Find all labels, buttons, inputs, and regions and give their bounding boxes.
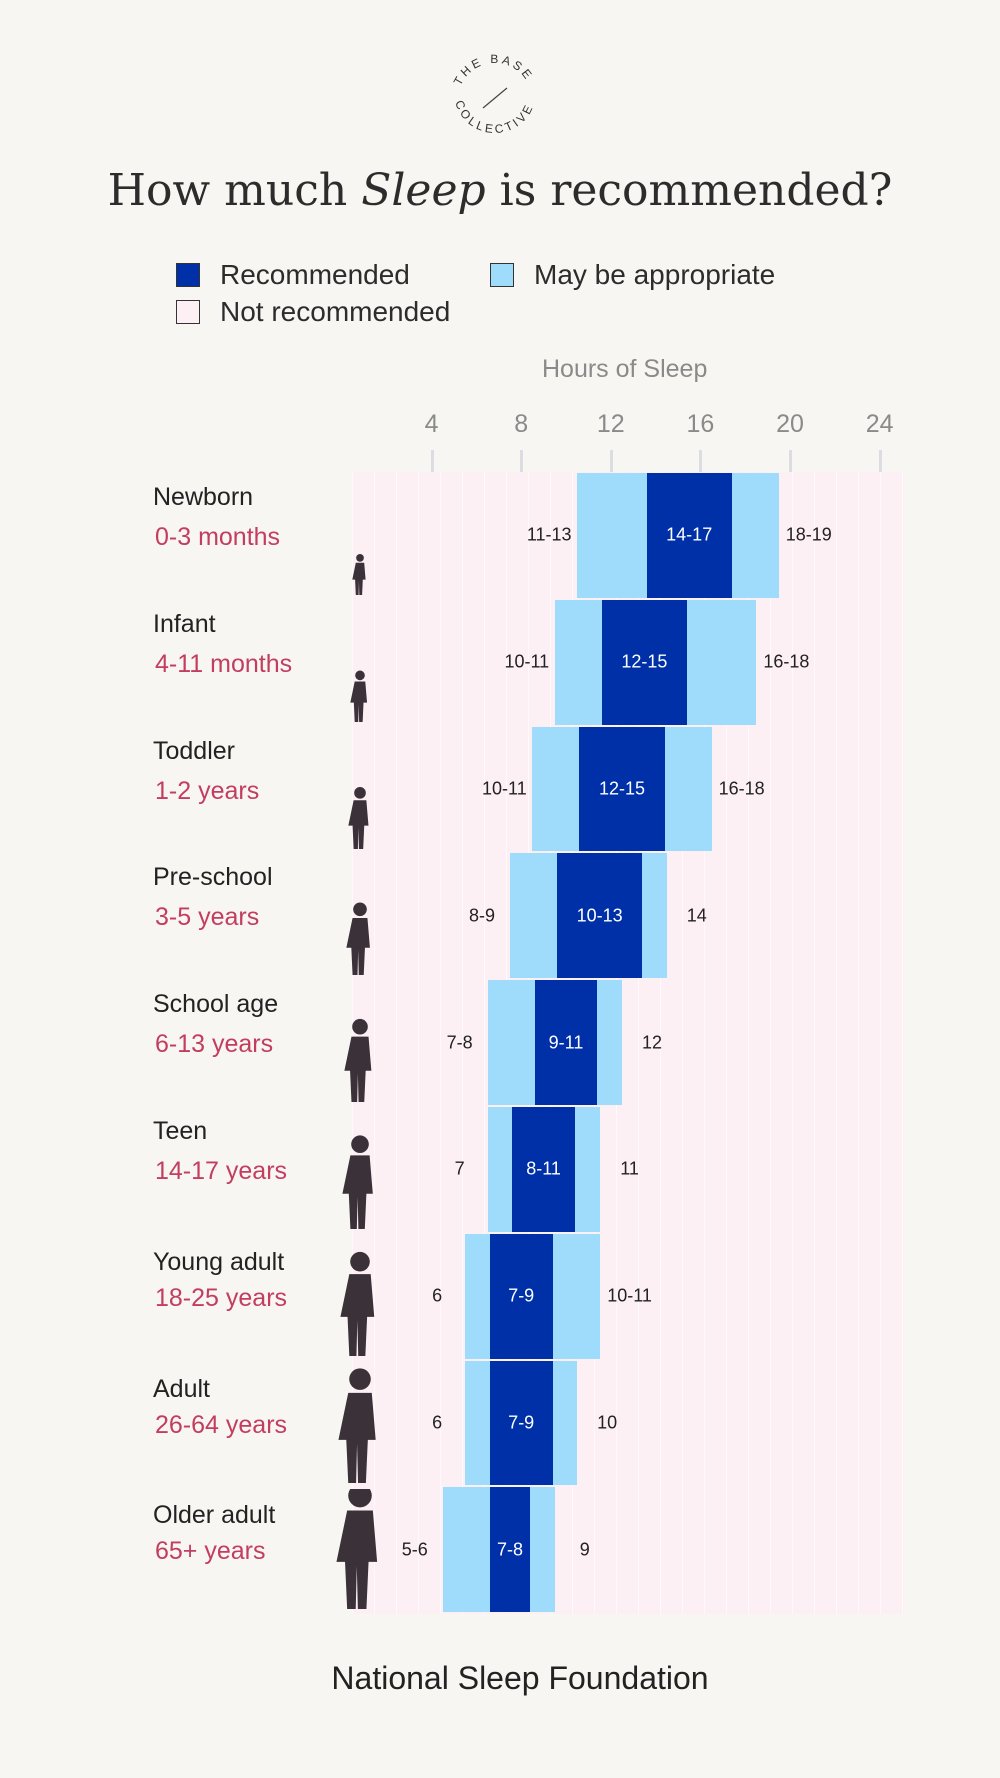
age-range: 18-25 years (155, 1283, 288, 1312)
label-recommended: 8-11 (526, 1158, 561, 1179)
x-tick-label: 24 (865, 410, 894, 438)
age-range: 26-64 years (155, 1410, 288, 1439)
age-range: 1-2 years (155, 776, 260, 805)
legend-not-recommended: Not recommended (176, 296, 450, 328)
legend-swatch (176, 300, 200, 324)
age-group-name: Newborn (153, 483, 254, 511)
x-tick-mark (699, 450, 703, 472)
x-tick-label: 4 (424, 410, 439, 438)
label-high: 12 (641, 1032, 663, 1053)
person-silhouette-icon (338, 1367, 376, 1483)
label-low: 6 (432, 1412, 443, 1433)
legend-swatch (176, 263, 200, 287)
label-high: 14 (686, 905, 707, 926)
bar-recommended (601, 599, 687, 725)
age-group-name: Pre-school (153, 863, 273, 892)
label-low: 5-6 (401, 1539, 428, 1560)
label-low: 10-11 (504, 651, 550, 672)
age-group-name: Young adult (153, 1247, 285, 1276)
x-tick-label: 12 (596, 410, 625, 438)
age-range: 14-17 years (155, 1157, 288, 1185)
label-high: 16-18 (763, 651, 810, 672)
person-silhouette-icon (348, 786, 369, 849)
label-recommended: 7-8 (496, 1539, 524, 1560)
age-group-name: Older adult (153, 1501, 276, 1530)
label-recommended: 14-17 (666, 524, 713, 545)
person-silhouette-icon (352, 554, 366, 595)
age-range: 4-11 months (155, 649, 293, 678)
label-low: 11-13 (526, 524, 572, 545)
brand-logo: THE BASE COLLECTIVE (451, 52, 534, 136)
source-credit: National Sleep Foundation (331, 1660, 709, 1696)
label-high: 9 (579, 1539, 590, 1560)
bar-recommended (534, 980, 598, 1105)
label-recommended: 7-9 (508, 1412, 535, 1433)
bar-recommended (489, 1487, 531, 1613)
label-recommended: 10-13 (576, 905, 623, 926)
label-low: 10-11 (482, 778, 527, 799)
age-range: 3-5 years (155, 903, 260, 932)
label-high: 10-11 (607, 1285, 652, 1306)
x-tick-mark (789, 450, 792, 472)
age-group-name: Teen (153, 1117, 208, 1145)
age-group-name: Toddler (153, 736, 235, 765)
label-high: 18-19 (785, 524, 832, 545)
legend-swatch (490, 263, 514, 287)
x-tick-mark (878, 450, 882, 472)
legend-recommended: Recommended (176, 259, 410, 291)
age-group-name: Adult (153, 1374, 210, 1403)
label-low: 6 (432, 1285, 443, 1306)
person-silhouette-icon (350, 670, 368, 722)
x-axis-title: Hours of Sleep (542, 355, 708, 383)
label-recommended: 12-15 (621, 651, 668, 672)
bar-recommended (489, 1233, 553, 1359)
age-range: 6-13 years (155, 1030, 274, 1059)
label-recommended: 12-15 (598, 778, 646, 799)
person-silhouette-icon (342, 1135, 373, 1229)
age-range: 65+ years (155, 1537, 266, 1566)
label-recommended: 7-9 (508, 1285, 535, 1306)
label-high: 10 (597, 1412, 618, 1433)
person-silhouette-icon (346, 902, 370, 976)
bar-recommended (646, 473, 732, 598)
person-silhouette-icon (344, 1019, 372, 1103)
x-tick-mark (430, 450, 434, 472)
age-range: 0-3 months (155, 523, 281, 551)
person-silhouette-icon (336, 1489, 378, 1610)
bar-recommended (489, 1360, 553, 1486)
label-high: 16-18 (718, 778, 765, 799)
bar-recommended (512, 1107, 575, 1232)
label-low: 7-8 (446, 1032, 473, 1053)
label-recommended: 9-11 (548, 1032, 584, 1053)
label-low: 7 (454, 1158, 465, 1179)
x-tick-mark (609, 450, 613, 472)
age-group-name: School age (153, 990, 279, 1019)
x-tick-label: 20 (776, 410, 804, 438)
page-title: How much Sleep is recommended? (107, 165, 893, 216)
person-silhouette-icon (340, 1251, 375, 1356)
bar-recommended (557, 853, 643, 979)
legend-may-be-appropriate: May be appropriate (490, 259, 775, 291)
x-tick-label: 16 (686, 410, 715, 438)
x-tick-label: 8 (514, 410, 529, 438)
x-tick-mark (520, 450, 524, 472)
bar-recommended (579, 726, 665, 852)
label-low: 8-9 (468, 905, 496, 926)
age-group-name: Infant (153, 609, 216, 638)
label-high: 11 (620, 1158, 639, 1179)
